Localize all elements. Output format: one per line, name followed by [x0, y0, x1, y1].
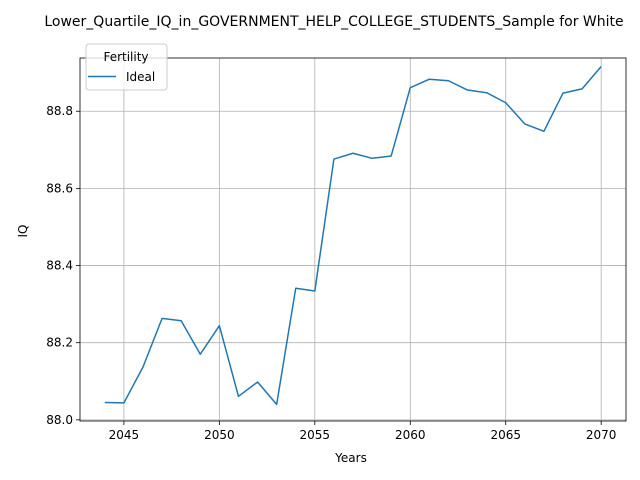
legend-box — [85, 43, 168, 91]
series-line-ideal — [104, 66, 602, 406]
legend: Fertility Ideal — [85, 43, 168, 91]
y-tick-label: 88.8 — [46, 104, 73, 118]
x-axis: 2045 2050 2055 2060 2065 2070 — [109, 421, 617, 442]
grid — [80, 58, 626, 421]
x-tick-label: 2050 — [204, 428, 235, 442]
legend-label-ideal: Ideal — [126, 70, 155, 84]
y-tick-label: 88.2 — [46, 336, 73, 350]
chart-title: Lower_Quartile_IQ_in_GOVERNMENT_HELP_COL… — [44, 14, 623, 30]
y-tick-label: 88.0 — [46, 413, 73, 427]
x-tick-label: 2070 — [586, 428, 617, 442]
legend-title: Fertility — [103, 50, 148, 64]
y-tick-label: 88.4 — [46, 259, 73, 273]
y-tick-label: 88.6 — [46, 181, 73, 195]
x-tick-label: 2045 — [109, 428, 140, 442]
x-tick-label: 2060 — [395, 428, 426, 442]
x-axis-label: Years — [334, 451, 367, 465]
x-tick-label: 2055 — [300, 428, 331, 442]
y-axis-label: IQ — [16, 225, 30, 238]
series-layer — [104, 66, 602, 406]
plot-frame — [79, 57, 627, 422]
y-axis: 88.0 88.2 88.4 88.6 88.8 — [46, 104, 80, 427]
x-tick-label: 2065 — [490, 428, 521, 442]
